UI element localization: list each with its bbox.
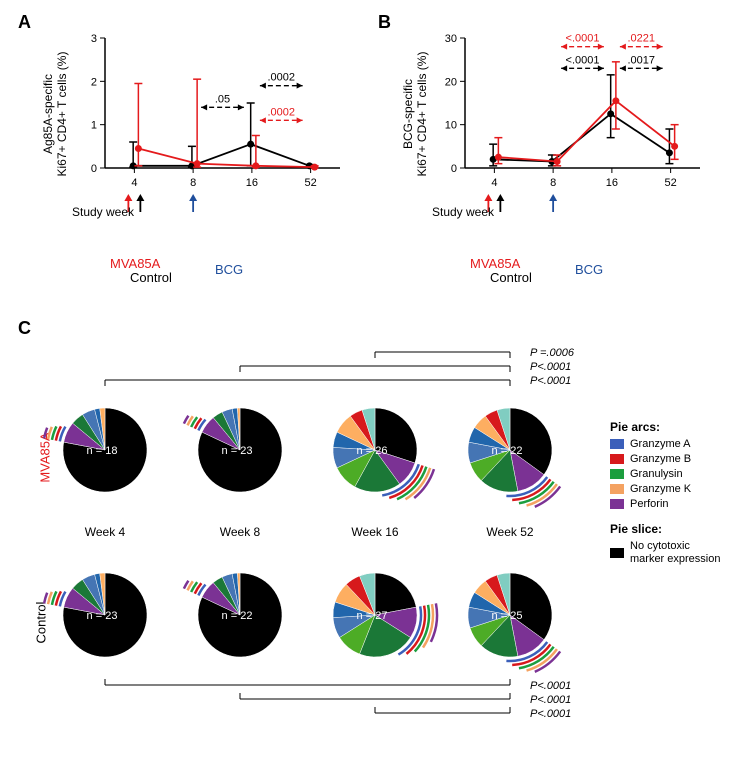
panel-c-label: C	[18, 318, 31, 339]
pie-mva-week2: n = 26	[315, 390, 435, 515]
pie-control-week3: n = 25	[450, 555, 570, 680]
svg-text:10: 10	[445, 120, 457, 132]
svg-text:4: 4	[491, 177, 497, 189]
svg-text:.0017: .0017	[627, 54, 655, 66]
pie-mva-week1: n = 23	[180, 390, 300, 515]
legend-arc-3: Granzyme K	[610, 483, 720, 495]
mva-label-b: MVA85A	[470, 256, 520, 271]
svg-text:3: 3	[91, 33, 97, 45]
svg-text:n = 23: n = 23	[222, 445, 253, 457]
svg-text:n = 22: n = 22	[492, 445, 523, 457]
legend-slice-label: No cytotoxicmarker expression	[630, 540, 720, 566]
legend-arcs-title: Pie arcs:	[610, 420, 720, 434]
pie-control-week2: n = 27	[315, 555, 435, 680]
svg-text:P<.0001: P<.0001	[530, 694, 571, 706]
legend-slice-title: Pie slice:	[610, 522, 720, 536]
svg-text:P<.0001: P<.0001	[530, 708, 571, 720]
week-label-1: Week 8	[210, 525, 270, 539]
control-label-a: Control	[130, 270, 172, 285]
svg-text:n = 23: n = 23	[87, 610, 118, 622]
legend-arc-4: Perforin	[610, 498, 720, 510]
week-label-3: Week 52	[480, 525, 540, 539]
legend: Pie arcs: Granzyme A Granzyme B Granulysin…	[610, 420, 720, 569]
pie-mva-week0: n = 18	[45, 390, 165, 515]
svg-text:P<.0001: P<.0001	[530, 375, 571, 387]
svg-text:P<.0001: P<.0001	[530, 680, 571, 692]
mva-label-a: MVA85A	[110, 256, 160, 271]
svg-text:16: 16	[606, 177, 618, 189]
panel-a-label: A	[18, 12, 31, 33]
legend-arc-0: Granzyme A	[610, 438, 720, 450]
svg-text:n = 27: n = 27	[357, 610, 388, 622]
panel-b-chart: 0 10 20 30 4 8 16 52 <.0001 .0221 <.0001 .0017	[430, 28, 710, 198]
panel-a-xlabel: Study week	[72, 205, 134, 219]
svg-text:P<.0001: P<.0001	[530, 361, 571, 373]
control-label-b: Control	[490, 270, 532, 285]
svg-text:30: 30	[445, 33, 457, 45]
panel-a-ylabel: Ag85A-specificKi67+ CD4+ T cells (%)	[41, 29, 69, 199]
svg-text:8: 8	[190, 177, 196, 189]
svg-text:0: 0	[91, 163, 97, 175]
svg-text:P =.0006: P =.0006	[530, 347, 575, 359]
panel-b-label: B	[378, 12, 391, 33]
svg-text:52: 52	[305, 177, 317, 189]
panel-b-xlabel: Study week	[432, 205, 494, 219]
svg-text:n = 25: n = 25	[492, 610, 523, 622]
panel-b-ylabel: BCG-specificKi67+ CD4+ T cells (%)	[401, 29, 429, 199]
week-label-0: Week 4	[75, 525, 135, 539]
svg-text:52: 52	[665, 177, 677, 189]
panel-a-chart: 0 1 2 3 4 8 16 52 .05 .0002 .0002	[70, 28, 350, 198]
pie-control-week1: n = 22	[180, 555, 300, 680]
svg-text:1: 1	[91, 120, 97, 132]
svg-text:0: 0	[451, 163, 457, 175]
svg-text:.0002: .0002	[267, 72, 295, 84]
svg-text:.0002: .0002	[267, 106, 295, 118]
svg-text:4: 4	[131, 177, 137, 189]
svg-text:n = 22: n = 22	[222, 610, 253, 622]
svg-text:2: 2	[91, 76, 97, 88]
pie-mva-week3: n = 22	[450, 390, 570, 515]
svg-text:<.0001: <.0001	[566, 54, 600, 66]
legend-arc-1: Granzyme B	[610, 453, 720, 465]
legend-slice-swatch	[610, 548, 624, 558]
bcg-label-b: BCG	[575, 262, 603, 277]
svg-text:.0221: .0221	[627, 33, 655, 45]
svg-text:n = 18: n = 18	[87, 445, 118, 457]
svg-text:.05: .05	[215, 93, 230, 105]
svg-text:n = 26: n = 26	[357, 445, 388, 457]
svg-text:8: 8	[550, 177, 556, 189]
week-label-2: Week 16	[345, 525, 405, 539]
svg-text:16: 16	[246, 177, 258, 189]
bcg-label-a: BCG	[215, 262, 243, 277]
pie-control-week0: n = 23	[45, 555, 165, 680]
svg-text:<.0001: <.0001	[566, 33, 600, 45]
legend-arc-2: Granulysin	[610, 468, 720, 480]
legend-slice-item: No cytotoxicmarker expression	[610, 540, 720, 566]
svg-text:20: 20	[445, 76, 457, 88]
